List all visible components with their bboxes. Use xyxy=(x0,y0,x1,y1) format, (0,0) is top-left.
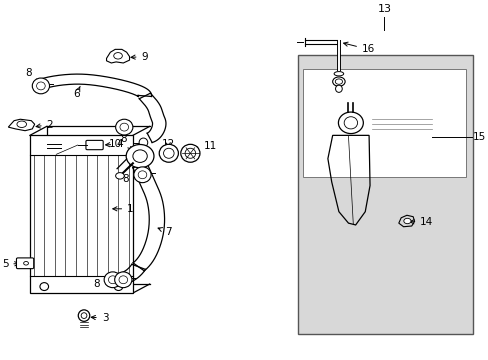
Ellipse shape xyxy=(108,276,117,284)
FancyBboxPatch shape xyxy=(86,140,103,150)
Text: 2: 2 xyxy=(36,120,53,130)
Ellipse shape xyxy=(40,283,48,291)
Ellipse shape xyxy=(119,276,127,284)
Ellipse shape xyxy=(115,173,124,179)
Text: 8: 8 xyxy=(122,175,138,184)
FancyBboxPatch shape xyxy=(17,258,34,269)
Ellipse shape xyxy=(338,112,363,134)
Ellipse shape xyxy=(115,119,133,135)
Text: 9: 9 xyxy=(131,51,148,62)
Ellipse shape xyxy=(335,79,342,84)
Ellipse shape xyxy=(37,82,45,90)
Text: 16: 16 xyxy=(343,42,374,54)
Ellipse shape xyxy=(332,77,345,86)
Text: 8: 8 xyxy=(120,128,126,144)
Text: 11: 11 xyxy=(194,141,217,151)
Ellipse shape xyxy=(139,167,147,176)
Ellipse shape xyxy=(134,167,151,183)
Text: 4: 4 xyxy=(105,139,122,149)
Bar xyxy=(303,69,465,176)
Text: 5: 5 xyxy=(1,259,19,269)
Ellipse shape xyxy=(23,261,28,265)
Bar xyxy=(30,135,133,293)
Text: 7: 7 xyxy=(158,227,172,237)
Text: 3: 3 xyxy=(91,313,108,323)
Text: 6: 6 xyxy=(73,86,80,99)
Ellipse shape xyxy=(115,272,132,288)
Ellipse shape xyxy=(104,272,121,288)
Text: 8: 8 xyxy=(94,279,109,289)
Ellipse shape xyxy=(120,123,128,131)
Ellipse shape xyxy=(185,148,195,158)
Text: 12: 12 xyxy=(162,139,175,149)
Text: 13: 13 xyxy=(377,4,390,14)
Text: 1: 1 xyxy=(113,204,134,214)
Bar xyxy=(298,55,472,334)
Ellipse shape xyxy=(81,313,87,319)
Ellipse shape xyxy=(335,85,342,93)
Ellipse shape xyxy=(32,78,49,94)
Ellipse shape xyxy=(333,72,343,76)
Ellipse shape xyxy=(126,144,154,168)
Ellipse shape xyxy=(78,310,90,321)
Ellipse shape xyxy=(139,138,147,147)
Text: 10: 10 xyxy=(109,139,134,150)
Text: 14: 14 xyxy=(409,217,432,228)
Ellipse shape xyxy=(133,150,147,162)
Text: 15: 15 xyxy=(472,132,485,142)
Ellipse shape xyxy=(138,171,146,179)
Ellipse shape xyxy=(163,148,174,158)
Ellipse shape xyxy=(159,144,178,162)
Ellipse shape xyxy=(181,144,200,162)
Ellipse shape xyxy=(344,117,357,129)
Ellipse shape xyxy=(114,53,122,59)
Text: 8: 8 xyxy=(25,68,38,83)
Ellipse shape xyxy=(403,218,410,224)
Ellipse shape xyxy=(114,283,122,291)
Ellipse shape xyxy=(17,121,26,127)
